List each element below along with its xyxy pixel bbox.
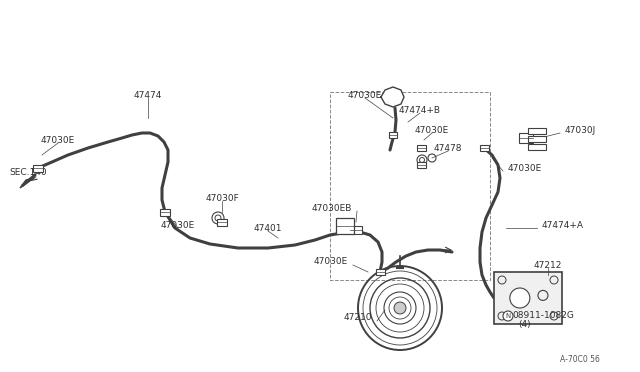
Text: 47030E: 47030E xyxy=(161,221,195,230)
Text: 47030E: 47030E xyxy=(41,135,75,144)
Text: 47030J: 47030J xyxy=(565,125,596,135)
Text: 47210: 47210 xyxy=(344,314,372,323)
Text: SEC.140: SEC.140 xyxy=(9,167,47,176)
Bar xyxy=(528,136,546,142)
Text: N: N xyxy=(506,313,511,319)
Text: 47030EB: 47030EB xyxy=(312,203,352,212)
Text: 47474+B: 47474+B xyxy=(399,106,441,115)
Text: 47478: 47478 xyxy=(434,144,462,153)
Text: 47474+A: 47474+A xyxy=(542,221,584,230)
Bar xyxy=(217,218,227,225)
Text: 47030E: 47030E xyxy=(508,164,542,173)
Text: 47030E: 47030E xyxy=(314,257,348,266)
Polygon shape xyxy=(20,178,34,188)
Text: 47401: 47401 xyxy=(253,224,282,232)
Bar xyxy=(160,208,170,215)
Text: 47030E: 47030E xyxy=(348,90,382,99)
Bar xyxy=(350,226,362,234)
Polygon shape xyxy=(381,87,404,107)
Circle shape xyxy=(394,302,406,314)
Bar xyxy=(389,132,397,138)
Text: A-70C0 56: A-70C0 56 xyxy=(560,356,600,365)
Bar xyxy=(33,164,43,171)
Text: 47212: 47212 xyxy=(534,260,562,269)
Bar xyxy=(336,218,354,234)
Text: 08911-1082G: 08911-1082G xyxy=(512,311,574,320)
Circle shape xyxy=(510,288,530,308)
Text: 47030F: 47030F xyxy=(205,193,239,202)
Bar xyxy=(528,144,546,150)
Bar xyxy=(417,145,426,151)
Text: 47474: 47474 xyxy=(134,90,162,99)
Circle shape xyxy=(503,311,513,321)
Bar xyxy=(528,128,546,134)
Bar xyxy=(376,269,385,275)
Bar xyxy=(494,272,562,324)
Bar xyxy=(519,133,533,143)
Text: (4): (4) xyxy=(518,321,531,330)
Bar xyxy=(479,145,488,151)
Bar xyxy=(417,162,426,168)
Text: 47030E: 47030E xyxy=(415,125,449,135)
